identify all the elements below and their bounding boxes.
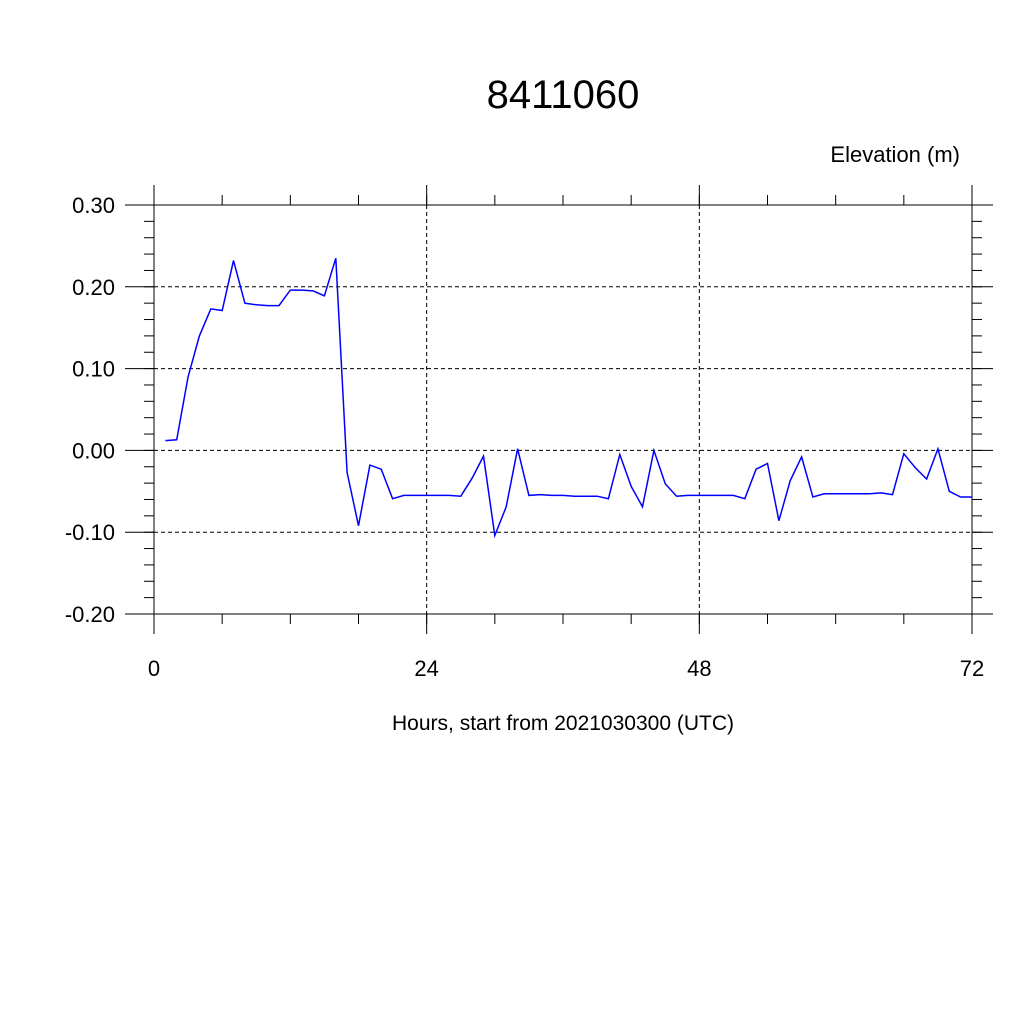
x-axis-label: Hours, start from 2021030300 (UTC) <box>392 712 734 735</box>
x-tick-label: 48 <box>687 656 711 681</box>
plot-frame <box>153 204 973 615</box>
grid <box>153 204 973 615</box>
y-tick-label: 0.00 <box>72 438 115 463</box>
y-tick-label: -0.20 <box>65 602 115 627</box>
x-tick-label: 24 <box>414 656 438 681</box>
y-tick-label: 0.20 <box>72 275 115 300</box>
y-tick-label: 0.30 <box>72 193 115 218</box>
chart-title: 8411060 <box>487 73 640 117</box>
y-tick-label: -0.10 <box>65 520 115 545</box>
x-tick-label: 72 <box>960 656 984 681</box>
x-tick-label: 0 <box>148 656 160 681</box>
ticks <box>125 185 993 634</box>
data-points <box>165 258 973 536</box>
y-tick-label: 0.10 <box>72 357 115 382</box>
y-axis-label: Elevation (m) <box>830 142 960 167</box>
series-line <box>165 257 972 539</box>
tick-labels: 0.30 0.20 0.10 0.00 -0.10 -0.20 0 24 48 72 <box>65 193 984 681</box>
